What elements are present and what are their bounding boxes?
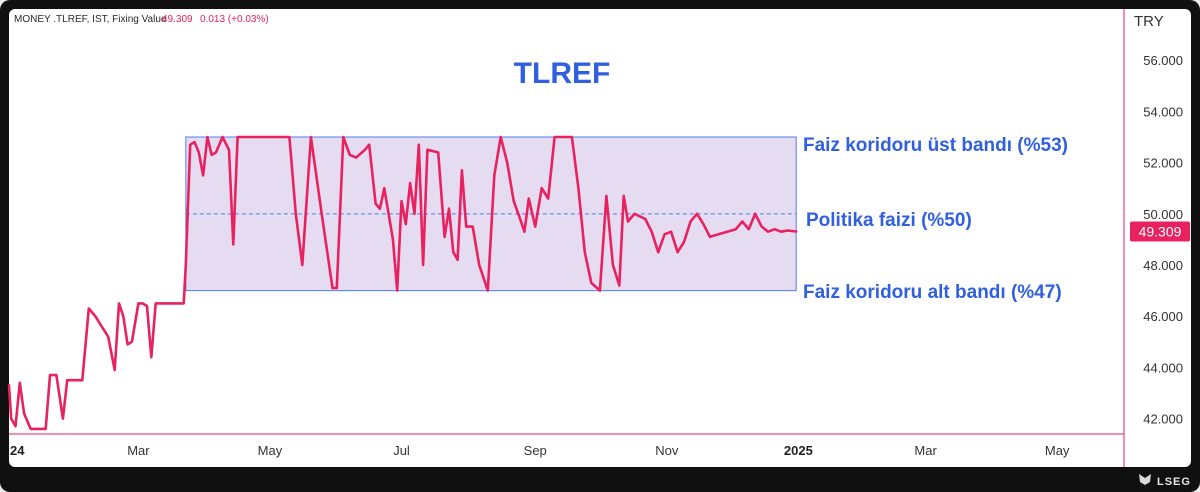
x-tick-label: Mar — [914, 443, 937, 458]
y-tick-label: 54.000 — [1143, 104, 1183, 119]
currency-label: TRY — [1134, 13, 1164, 30]
symbol-header: MONEY .TLREF, IST, Fixing Value — [14, 14, 167, 25]
policy-rate-label: Politika faizi (%50) — [806, 210, 972, 231]
y-tick-label: 50.000 — [1143, 207, 1183, 222]
line-layer — [7, 135, 798, 431]
y-tick-label: 56.000 — [1143, 53, 1183, 68]
price-tag-value: 49.309 — [1139, 224, 1182, 240]
brand-name: LSEG — [1157, 476, 1191, 488]
header-change: 0.013 (+0.03%) — [200, 14, 269, 25]
x-tick-label: Nov — [655, 443, 679, 458]
lower-band-label: Faiz koridoru alt bandı (%47) — [803, 282, 1062, 303]
x-tick-label: Sep — [524, 443, 547, 458]
y-tick-label: 48.000 — [1143, 258, 1183, 273]
y-tick-label: 46.000 — [1143, 309, 1183, 324]
y-axis: 42.000 44.000 46.000 48.000 50.000 52.000 54.0… — [1143, 53, 1183, 426]
x-tick-label: May — [258, 443, 283, 458]
price-tag-background — [1130, 221, 1190, 242]
x-tick-label: 2025 — [784, 443, 813, 458]
x-tick-label: May — [1045, 443, 1070, 458]
last-price-tag: 49.309 — [1130, 221, 1190, 242]
y-tick-label: 44.000 — [1143, 360, 1183, 375]
brand-logo: LSEG — [1139, 474, 1191, 488]
x-tick-label: Mar — [127, 443, 150, 458]
x-axis: 24 Mar May Jul Sep Nov 2025 Mar May — [10, 443, 1070, 458]
chart-title: TLREF — [514, 57, 611, 90]
series-line-0 — [7, 135, 798, 431]
x-tick-label: Jul — [393, 443, 410, 458]
brand-mark-icon — [1139, 474, 1151, 485]
y-tick-label: 42.000 — [1143, 412, 1183, 427]
upper-band-label: Faiz koridoru üst bandı (%53) — [803, 135, 1068, 156]
header-last-value: 49.309 — [162, 14, 193, 25]
x-tick-label: 24 — [10, 443, 25, 458]
y-tick-label: 52.000 — [1143, 156, 1183, 171]
